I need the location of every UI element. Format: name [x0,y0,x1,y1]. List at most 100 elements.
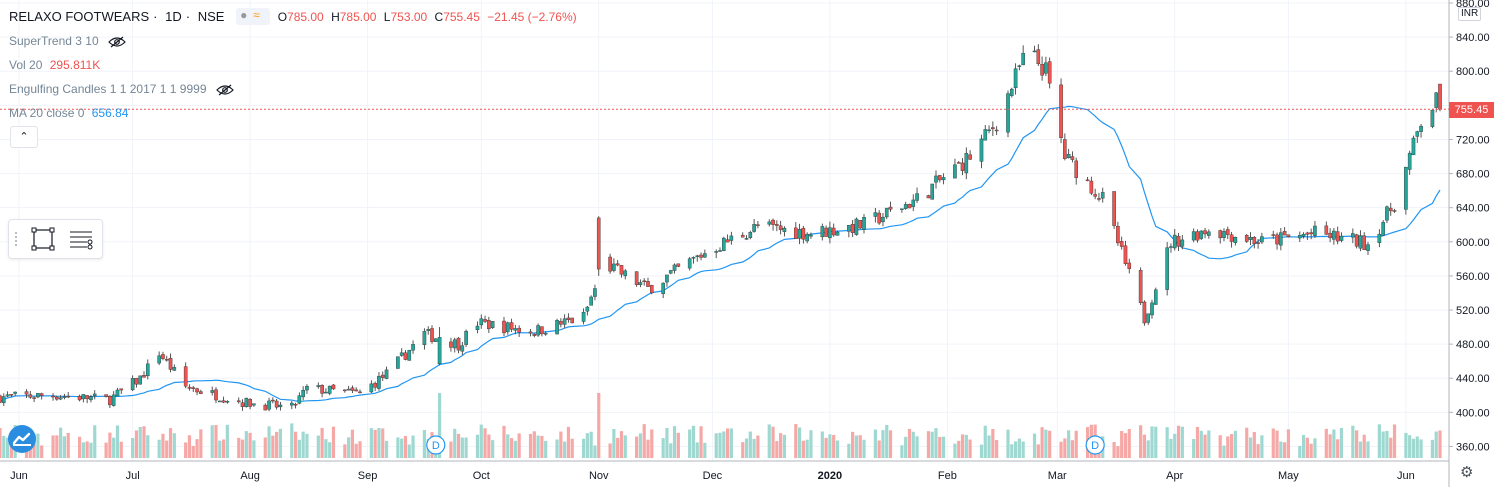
candle [411,340,415,354]
volume-bar [161,433,165,458]
candle [782,226,787,237]
legend-ma[interactable]: MA 20 close 0 656.84 [9,106,129,120]
eye-hidden-icon[interactable] [215,84,234,96]
volume-bar [1252,431,1256,458]
volume-bar [953,443,957,458]
candle [263,403,268,411]
candle-body [581,311,586,322]
candle [1207,229,1211,239]
candle [426,326,431,335]
eye-hidden-icon[interactable] [108,36,126,48]
compare-toggle[interactable]: ● ≈ [236,8,271,25]
candle [915,187,919,203]
volume-bar [491,440,495,458]
candle [1392,208,1397,213]
candle [13,391,17,396]
candle [1063,133,1067,161]
legend-supertrend[interactable]: SuperTrend 3 10 [9,34,126,48]
candle-body [646,281,650,287]
volume-bar [559,431,563,458]
volume-bar [66,432,70,458]
candle [1032,45,1037,53]
candle [665,274,669,287]
candle [1112,191,1116,229]
candle [1044,56,1048,77]
candle-body [559,321,563,325]
volume-bar [885,424,889,458]
candle [1006,90,1010,138]
volume-bar [873,429,877,458]
volume-bar [1381,431,1385,458]
candle [437,327,442,366]
volume-bar [1006,429,1010,458]
ma-20-line [0,105,1441,403]
legend-volume[interactable]: Vol 20 295.811K [9,58,101,72]
volume-bar [1336,439,1340,458]
volume-bar [1067,430,1071,458]
collapse-legend-button[interactable]: ⌃ [10,126,38,148]
volume-bar [131,437,135,458]
candle [274,398,279,410]
volume-bar [528,433,533,458]
object-tree-icon[interactable] [69,227,93,251]
candle [271,397,275,404]
candle [1021,45,1025,66]
candle [801,225,806,244]
volume-bar [381,428,385,458]
candle-body [987,129,991,132]
volume-bar [297,439,301,458]
candle-body [460,345,465,352]
volume-bar [983,425,987,458]
price-tick-label: 360.00 [1456,441,1490,453]
volume-bar [907,428,912,458]
interval: 1D [165,8,182,24]
candle [828,221,832,244]
volume-bar [184,442,188,458]
candle-body [1415,131,1420,137]
volume-bar [801,440,805,458]
candle-body [877,212,881,224]
candle [1066,148,1071,159]
volume-bar [1044,429,1048,458]
candle [479,314,484,329]
volume-bar [691,425,696,458]
candle-body [168,357,173,370]
tradingview-logo-icon[interactable] [8,425,36,453]
candle [634,271,639,287]
candle [142,371,146,378]
candle [221,396,226,404]
volume-bar [851,431,855,458]
volume-bar [593,445,597,458]
candle [168,353,173,373]
candle-body [991,127,995,130]
candle-body [0,395,2,403]
candle-body [452,339,457,349]
candle [354,387,359,392]
candle [191,386,196,393]
settings-gear-icon[interactable]: ⚙ [1460,464,1474,481]
volume-bar [642,424,646,458]
candle [528,328,533,337]
candle [824,225,828,237]
drag-handle-icon[interactable] [14,231,18,247]
volume-bar [157,439,161,458]
volume-bar [930,431,934,458]
candle [513,324,518,335]
volume-bar [373,429,377,458]
candle-body [407,349,412,361]
volume-bar [506,434,510,458]
candle [1100,187,1105,203]
select-rectangle-icon[interactable] [31,227,55,251]
volume-bar [225,424,229,458]
candle-body [1407,152,1412,170]
candle [210,386,215,396]
candle-body [1377,233,1382,243]
volume-bar [214,425,218,458]
volume-bar [89,442,93,458]
legend-engulfing[interactable]: Engulfing Candles 1 1 2017 1 1 9999 [9,82,234,96]
candle-body [771,219,775,225]
candle [703,249,707,258]
currency-label[interactable]: INR [1458,7,1482,21]
volume-bar [585,433,589,458]
